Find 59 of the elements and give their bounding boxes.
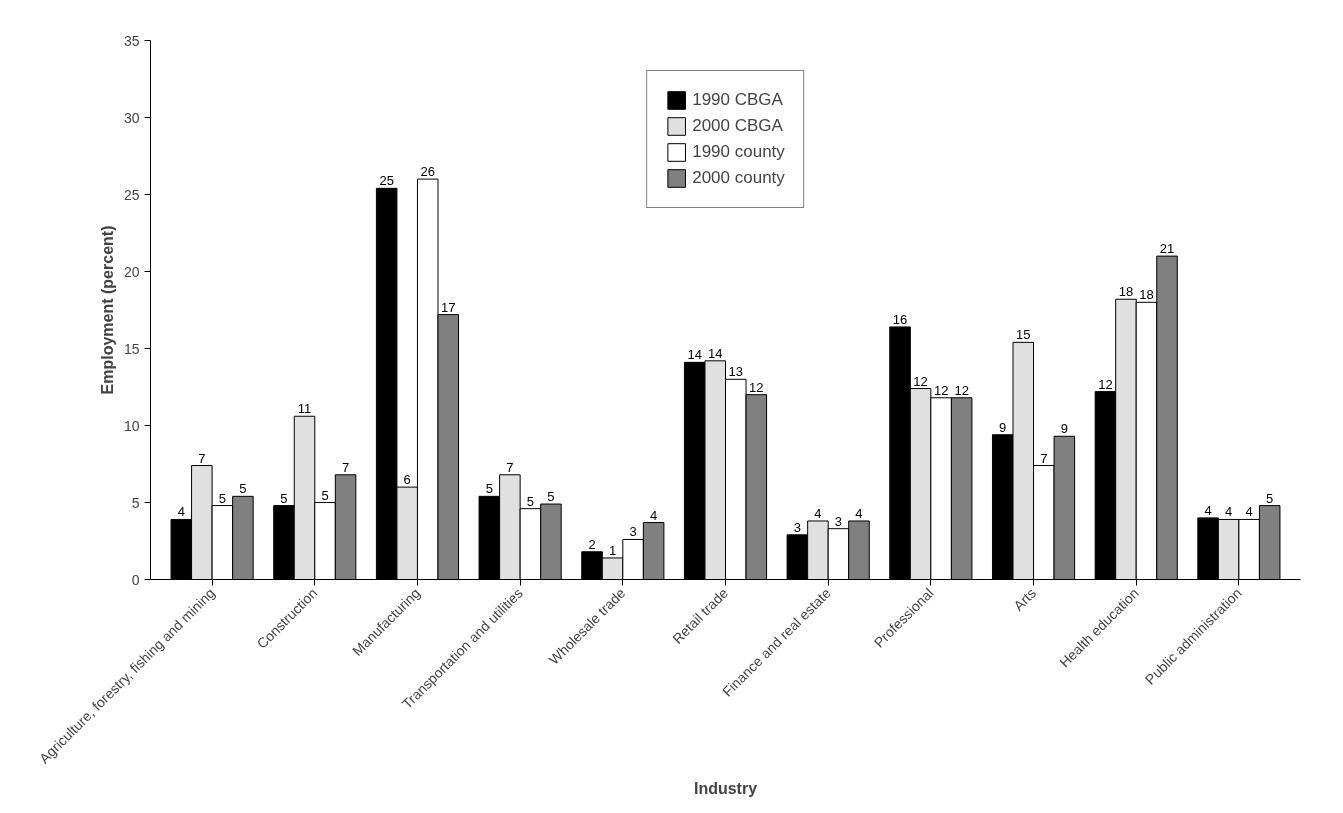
y-tick-label: 10 bbox=[123, 417, 140, 434]
data-label: 12 bbox=[933, 382, 949, 398]
data-label: 5 bbox=[547, 489, 555, 505]
data-label: 5 bbox=[321, 487, 329, 503]
data-label: 16 bbox=[892, 311, 908, 327]
data-label: 7 bbox=[198, 450, 206, 466]
legend-label: 2000 county bbox=[692, 168, 785, 188]
data-label: 4 bbox=[1204, 502, 1212, 518]
data-label: 5 bbox=[280, 490, 288, 506]
data-label: 14 bbox=[687, 347, 702, 363]
data-label: 5 bbox=[239, 481, 247, 497]
data-label: 4 bbox=[1245, 504, 1253, 520]
data-label: 12 bbox=[913, 373, 928, 389]
data-label: 1 bbox=[608, 542, 617, 558]
data-label: 5 bbox=[218, 490, 226, 506]
data-label: 7 bbox=[1040, 450, 1048, 466]
data-label: 25 bbox=[379, 173, 394, 189]
data-label: 4 bbox=[177, 504, 185, 520]
data-label: 3 bbox=[834, 513, 843, 529]
data-label: 13 bbox=[728, 364, 744, 380]
data-label: 4 bbox=[855, 505, 863, 521]
y-tick-label: 5 bbox=[131, 494, 140, 511]
data-label: 11 bbox=[297, 401, 312, 417]
x-axis-title: Industry bbox=[693, 780, 758, 798]
data-label: 3 bbox=[793, 519, 801, 535]
data-label: 21 bbox=[1159, 241, 1175, 257]
data-label: 12 bbox=[954, 382, 969, 398]
data-label: 5 bbox=[526, 493, 535, 509]
data-label: 9 bbox=[999, 419, 1007, 435]
data-label: 12 bbox=[1098, 376, 1113, 392]
x-tick-label: Arts bbox=[1010, 584, 1040, 614]
legend-label: 1990 county bbox=[692, 142, 785, 162]
data-label: 5 bbox=[485, 481, 493, 497]
data-label: 3 bbox=[629, 524, 637, 540]
y-tick-label: 15 bbox=[123, 340, 140, 357]
data-label: 7 bbox=[506, 459, 514, 475]
data-label: 7 bbox=[341, 459, 350, 475]
data-label: 4 bbox=[1225, 504, 1233, 520]
y-axis-title: Employment (percent) bbox=[98, 225, 116, 395]
data-label: 9 bbox=[1060, 421, 1068, 437]
data-label: 26 bbox=[420, 164, 435, 180]
y-tick-label: 35 bbox=[123, 32, 140, 49]
data-label: 15 bbox=[1016, 327, 1031, 343]
y-tick-label: 0 bbox=[131, 571, 140, 588]
y-tick-label: 25 bbox=[123, 186, 140, 203]
data-label: 5 bbox=[1266, 490, 1274, 506]
data-label: 12 bbox=[749, 379, 764, 395]
data-label: 14 bbox=[708, 345, 723, 361]
data-label: 6 bbox=[403, 472, 411, 488]
y-tick-label: 30 bbox=[123, 109, 140, 126]
y-tick-label: 20 bbox=[123, 263, 140, 280]
data-label: 2 bbox=[588, 536, 596, 552]
data-label: 17 bbox=[441, 299, 456, 315]
data-label: 18 bbox=[1139, 287, 1154, 303]
data-label: 18 bbox=[1118, 284, 1134, 300]
legend-label: 2000 CBGA bbox=[692, 116, 783, 136]
data-label: 4 bbox=[650, 507, 658, 523]
legend-label: 1990 CBGA bbox=[692, 90, 783, 110]
data-label: 4 bbox=[814, 505, 822, 521]
